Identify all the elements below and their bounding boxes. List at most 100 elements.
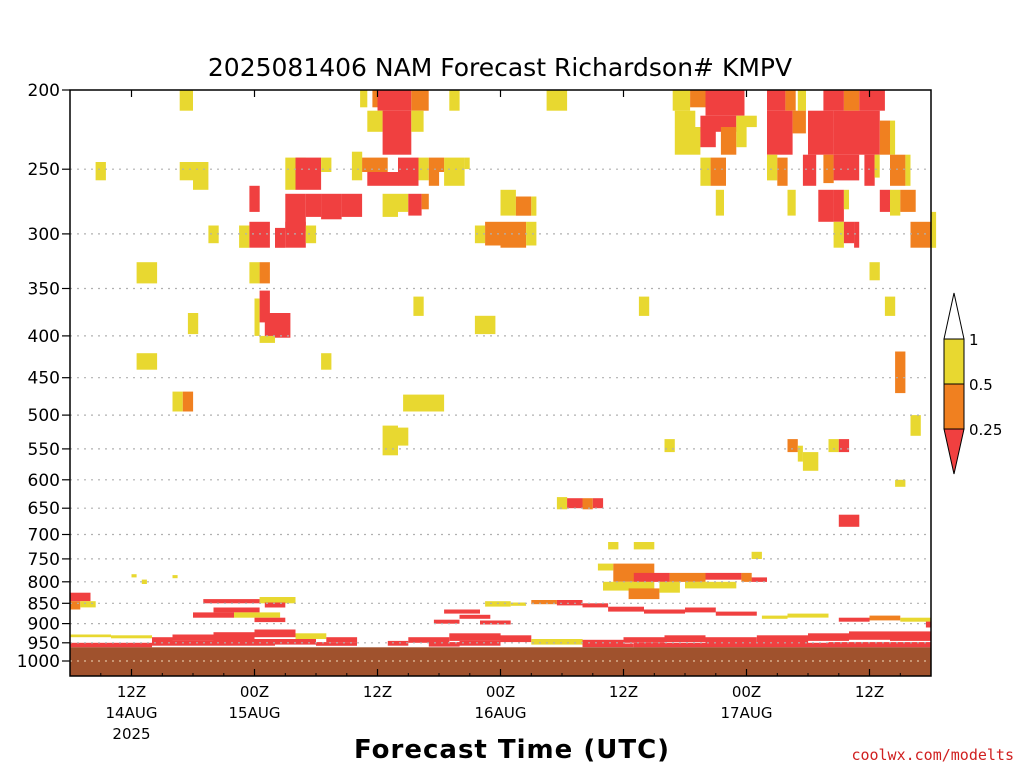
ri-cell: [70, 642, 152, 648]
ri-cell: [136, 353, 158, 370]
ri-cell: [326, 637, 358, 643]
ri-cell: [823, 90, 844, 111]
ri-cell: [254, 298, 260, 336]
ri-cell: [152, 637, 173, 641]
ri-cell: [259, 262, 270, 284]
ri-cell: [633, 572, 670, 582]
credit-text: coolwx.com/modelts: [851, 746, 1014, 764]
ri-cell: [705, 90, 745, 116]
ri-cell: [531, 639, 583, 645]
ri-cell: [890, 631, 931, 641]
ri-cell: [818, 189, 834, 222]
y-tick-label: 850: [28, 594, 60, 614]
ri-cell: [316, 642, 357, 646]
ri-cell: [849, 631, 890, 640]
y-tick-label: 750: [28, 550, 60, 570]
y-tick-label: 200: [28, 81, 60, 101]
ri-cell: [179, 162, 193, 181]
ri-cell: [633, 642, 686, 648]
ri-cell: [787, 439, 798, 453]
ri-cell: [720, 127, 737, 155]
colorbar: 0.25 0.5 1: [943, 292, 1002, 475]
ri-cell: [70, 634, 111, 638]
x-tick-date: 15AUG: [229, 704, 281, 722]
colorbar-bin-orange: [943, 383, 965, 430]
ri-cell: [213, 639, 275, 646]
ri-cell: [715, 611, 757, 616]
ri-cell: [172, 634, 214, 641]
ri-cell: [879, 189, 891, 212]
ri-cell: [264, 602, 286, 608]
ri-cell: [428, 157, 445, 172]
ri-cell: [705, 572, 742, 580]
ri-cell: [905, 154, 911, 186]
ri-cell: [428, 642, 460, 647]
ri-cell: [285, 221, 306, 248]
ri-cell: [761, 615, 788, 619]
ri-cell: [341, 193, 363, 217]
ri-cell: [874, 154, 880, 178]
ri-cell: [828, 642, 931, 648]
ri-cell: [411, 90, 429, 111]
ri-cell: [398, 427, 409, 446]
x-tick-label: 00Z: [732, 683, 761, 701]
ri-cell: [305, 193, 322, 217]
ri-cell: [638, 296, 650, 316]
y-tick-label: 350: [28, 280, 60, 300]
ri-cell: [433, 619, 460, 624]
ri-cell: [526, 221, 537, 246]
ri-cell: [213, 607, 260, 613]
ri-cell: [249, 262, 260, 284]
ri-cell: [664, 635, 706, 643]
ri-cell: [187, 313, 199, 335]
ri-cell: [700, 157, 711, 186]
ri-cell: [444, 609, 480, 614]
ri-cell: [890, 120, 896, 155]
colorbar-label: 0.5: [969, 376, 993, 394]
ri-cell: [254, 617, 286, 623]
ri-cell: [659, 581, 680, 593]
x-tick-label: 12Z: [117, 683, 146, 701]
ri-cell: [367, 110, 383, 132]
ri-cell: [843, 221, 855, 244]
ri-cell: [792, 110, 806, 134]
colorbar-bin-yellow: [943, 338, 965, 385]
ri-cell: [690, 90, 706, 108]
ri-cell: [275, 639, 316, 645]
ri-cell: [398, 157, 419, 186]
ri-cell: [674, 127, 701, 155]
colorbar-top-arrow: [943, 292, 965, 340]
ri-cell: [80, 601, 96, 608]
ri-cell: [70, 592, 91, 602]
ri-cell: [254, 629, 296, 638]
ri-cell: [193, 162, 209, 190]
y-axis: 200 250 300 350 400 450 500 550 600 650 700 750 8008…: [17, 81, 70, 672]
ri-cell: [259, 335, 275, 343]
ri-cell: [485, 221, 501, 246]
ri-cell: [480, 620, 511, 625]
ri-cell: [295, 633, 327, 639]
x-axis-title: Forecast Time (UTC): [354, 735, 670, 765]
ri-cell: [234, 612, 281, 618]
ri-cell: [741, 572, 752, 582]
ri-cell: [413, 296, 424, 316]
x-tick-label: 00Z: [240, 683, 269, 701]
ri-cell: [321, 157, 332, 172]
ri-cell: [428, 172, 440, 186]
ri-cell: [664, 439, 675, 453]
ri-cell: [608, 606, 644, 612]
ri-cell: [751, 577, 767, 582]
ri-cell: [172, 391, 183, 412]
ri-cell: [756, 635, 809, 644]
ri-cell: [474, 315, 496, 335]
x-tick-label: 12Z: [855, 683, 884, 701]
ri-cell: [421, 193, 429, 210]
ri-cell: [582, 603, 609, 608]
ri-cell: [264, 313, 291, 338]
ri-cell: [141, 579, 147, 584]
ri-cell: [408, 637, 450, 643]
ri-cell: [567, 498, 583, 509]
colorbar-bottom-arrow: [943, 428, 965, 475]
ri-cell: [444, 157, 465, 186]
ri-cell: [382, 193, 398, 217]
